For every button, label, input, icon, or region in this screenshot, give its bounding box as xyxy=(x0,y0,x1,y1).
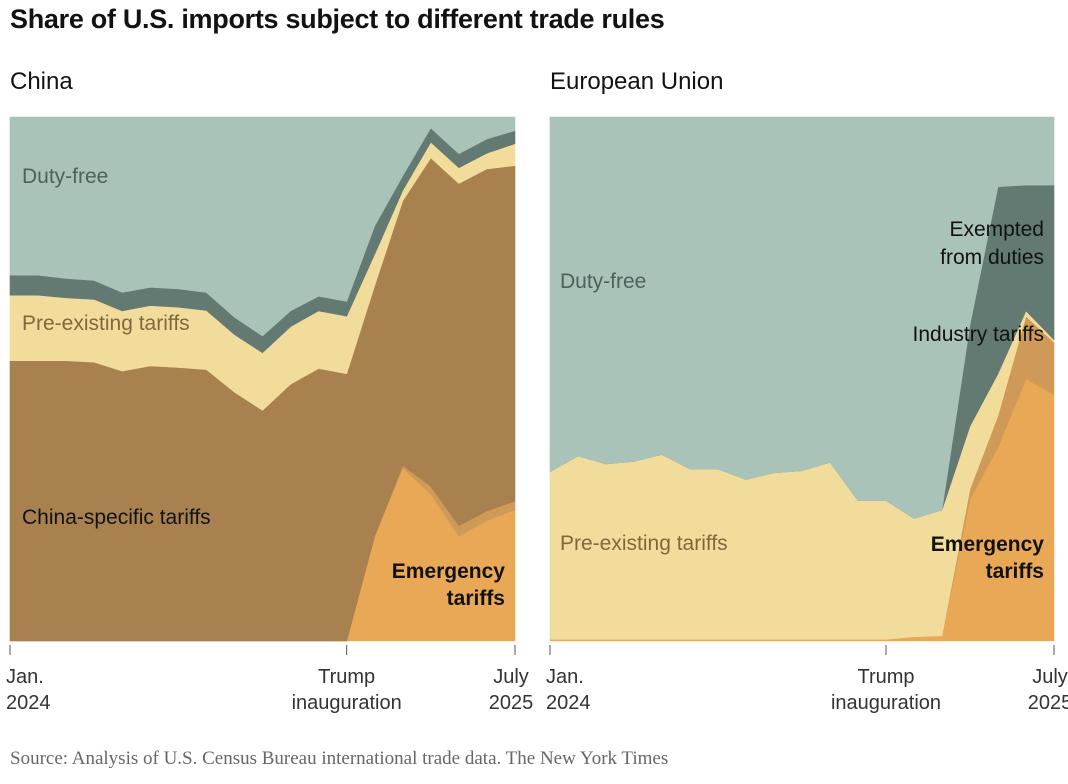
page-title: Share of U.S. imports subject to differe… xyxy=(10,4,665,34)
china-duty-free-label: Duty-free xyxy=(22,165,108,188)
eu-emergency-label-line: Emergency xyxy=(931,533,1045,556)
eu-emergency-label: Emergency tariffs xyxy=(931,533,1045,583)
eu-industry-label: Industry tariffs xyxy=(913,323,1045,346)
china-duty-free-area xyxy=(9,116,516,337)
china-chart: Emergency tariffs China-specific tariffs Pr… xyxy=(9,116,516,655)
china-x-label-start-line: 2024 xyxy=(6,692,51,714)
eu-exempted-label: Exempted from duties xyxy=(940,218,1044,269)
eu-duty-free-label: Duty-free xyxy=(560,270,646,293)
eu-exempted-label-line: Exempted xyxy=(949,218,1044,241)
china-x-label-start-line: Jan. xyxy=(6,666,44,688)
china-pre-existing-label: Pre-existing tariffs xyxy=(22,312,190,335)
china-panel-title: China xyxy=(10,68,73,95)
eu-panel-title: European Union xyxy=(550,68,724,95)
eu-emergency-label-line: tariffs xyxy=(986,560,1044,583)
eu-duty-free-area xyxy=(549,116,1055,519)
china-x-label-end-line: 2025 xyxy=(488,692,534,714)
china-emergency-label-line: tariffs xyxy=(447,587,505,610)
eu-x-label-start-line: 2024 xyxy=(546,692,591,714)
eu-x-label-inauguration-line: Trump xyxy=(857,666,915,688)
eu-x-label-start: Jan. 2024 xyxy=(546,664,591,716)
eu-x-label-inauguration: Trump inauguration xyxy=(831,664,941,716)
china-emergency-label-line: Emergency xyxy=(392,560,506,583)
eu-x-label-end-line: July xyxy=(1032,666,1068,688)
eu-x-label-end-line: 2025 xyxy=(1027,692,1068,714)
china-x-label-inauguration-line: Trump xyxy=(318,666,376,688)
china-x-label-end-line: July xyxy=(493,666,529,688)
china-x-label-end: July 2025 xyxy=(489,664,534,716)
eu-chart: Emergency tariffs Industry tariffs Pre-exis… xyxy=(549,116,1055,655)
eu-pre-existing-label: Pre-existing tariffs xyxy=(560,532,728,555)
eu-x-label-start-line: Jan. xyxy=(546,666,584,688)
eu-x-label-inauguration-line: inauguration xyxy=(830,692,942,714)
china-x-label-inauguration: Trump inauguration xyxy=(292,664,402,716)
china-china-specific-label: China-specific tariffs xyxy=(22,506,211,529)
source-note: Source: Analysis of U.S. Census Bureau i… xyxy=(10,748,669,769)
china-emergency-label: Emergency tariffs xyxy=(392,560,506,610)
eu-exempted-label-line: from duties xyxy=(940,246,1044,269)
eu-x-label-end: July 2025 xyxy=(1028,664,1068,716)
china-x-label-start: Jan. 2024 xyxy=(6,664,51,716)
china-x-label-inauguration-line: inauguration xyxy=(291,692,402,714)
